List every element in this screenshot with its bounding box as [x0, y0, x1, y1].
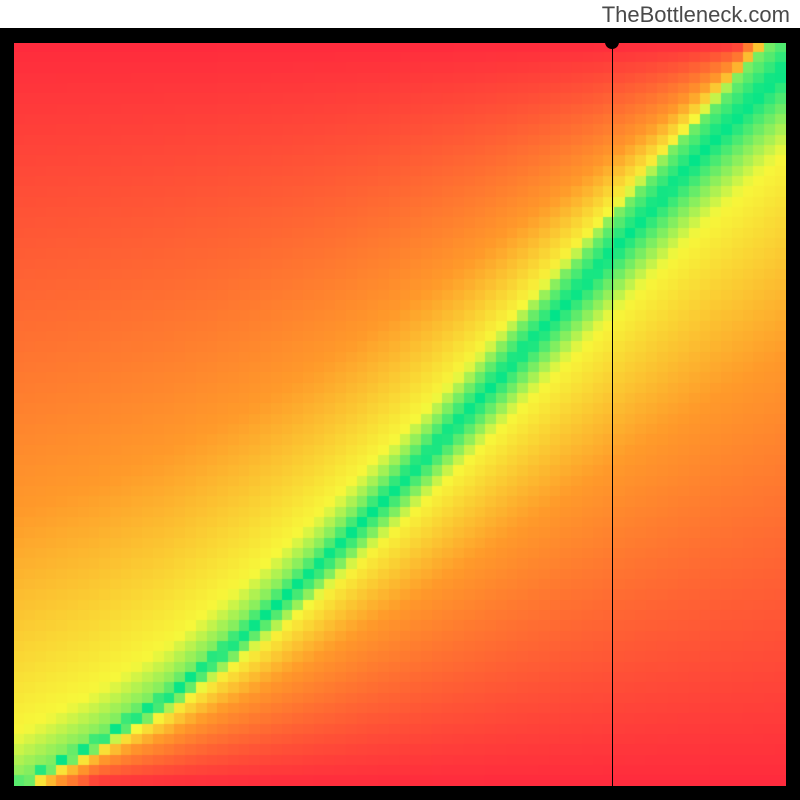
marker-vertical-line: [612, 42, 613, 786]
bottleneck-heatmap: [14, 42, 786, 786]
attribution-text: TheBottleneck.com: [602, 2, 790, 28]
chart-outer-border: [0, 28, 800, 800]
heatmap-plot-area: [14, 42, 786, 786]
marker-horizontal-line: [14, 42, 786, 43]
